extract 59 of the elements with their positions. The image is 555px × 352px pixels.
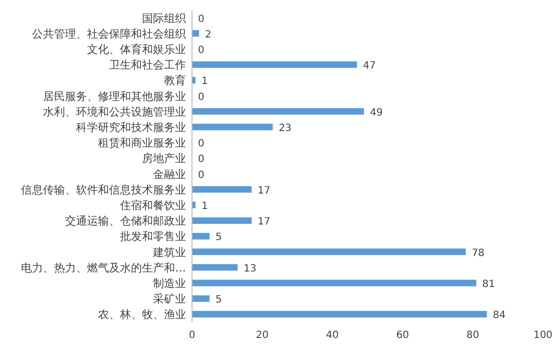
x-tick-label: 40 (326, 330, 339, 341)
y-tick-label: 房地产业 (142, 152, 186, 166)
y-tick-label: 信息传输、软件和信息技术服务业 (21, 183, 186, 196)
data-label: 17 (258, 216, 270, 228)
bar (192, 186, 252, 193)
y-tick-label: 交通运输、仓储和邮政业 (65, 214, 186, 228)
y-tick-label: 科学研究和技术服务业 (76, 121, 186, 134)
y-tick-label: 租赁和商业服务业 (98, 136, 186, 150)
data-label: 0 (198, 138, 204, 150)
data-label: 17 (258, 185, 270, 196)
data-label: 49 (370, 107, 383, 118)
bar (192, 310, 487, 318)
data-label: 5 (216, 232, 222, 244)
y-tick-label: 制造业 (153, 277, 186, 290)
y-tick-label: 文化、体育和娱乐业 (87, 43, 186, 56)
y-tick-label: 农、林、牧、渔业 (98, 308, 186, 322)
data-label: 0 (198, 154, 204, 166)
data-label: 0 (198, 170, 204, 181)
y-tick-label: 教育 (164, 74, 186, 88)
y-tick-label: 建筑业 (152, 246, 186, 259)
bar (192, 202, 196, 208)
bar (192, 280, 476, 286)
data-label: 23 (278, 123, 292, 134)
data-label: 78 (472, 248, 485, 259)
bar (192, 217, 252, 224)
data-label: 84 (492, 310, 506, 322)
y-tick-label: 电力、热力、燃气及水的生产和… (21, 261, 186, 274)
y-tick-label: 卫生和社会工作 (109, 58, 186, 72)
data-label: 13 (244, 263, 256, 274)
bar (192, 248, 466, 256)
x-tick-label: 0 (188, 330, 196, 341)
y-tick-label: 水利、环境和公共设施管理业 (43, 105, 186, 118)
data-label: 81 (482, 279, 496, 290)
data-label: 0 (198, 45, 204, 56)
y-tick-label: 国际组织 (142, 12, 186, 25)
data-label: 1 (202, 201, 208, 212)
bar (192, 30, 200, 37)
data-label: 5 (216, 294, 222, 306)
y-tick-label: 采矿业 (153, 292, 186, 306)
x-tick-label: 100 (533, 330, 553, 341)
y-tick-label: 居民服务、修理和其他服务业 (43, 90, 186, 103)
data-label: 0 (198, 14, 204, 25)
y-tick-label: 批发和零售业 (120, 230, 186, 244)
bar (192, 295, 210, 302)
y-tick-label: 住宿和餐饮业 (120, 199, 186, 212)
bar (192, 124, 273, 130)
x-tick-label: 60 (396, 330, 409, 341)
x-tick-label: 80 (466, 330, 480, 341)
data-label: 0 (198, 92, 204, 103)
bar (192, 232, 210, 240)
y-tick-label: 公共管理、社会保障和社会组织 (32, 27, 186, 40)
bar (192, 108, 364, 115)
data-label: 1 (202, 76, 208, 88)
bar (192, 264, 238, 271)
y-tick-label: 金融业 (153, 168, 186, 181)
data-label: 47 (362, 60, 376, 72)
x-tick-label: 20 (256, 330, 269, 341)
bar (192, 61, 357, 68)
data-label: 2 (205, 29, 212, 40)
